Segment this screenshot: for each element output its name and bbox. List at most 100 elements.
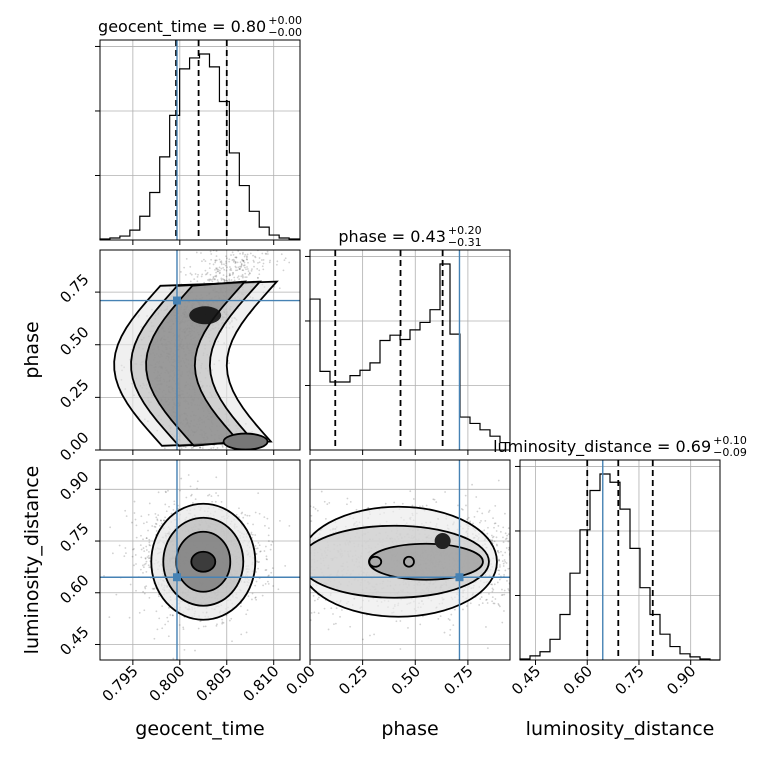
sample-point: [213, 444, 216, 447]
sample-point: [131, 555, 134, 558]
sample-point: [192, 446, 194, 449]
x-tick-label-geocent_time: 0.810: [239, 662, 282, 705]
sample-point: [250, 533, 253, 535]
sample-point: [135, 536, 138, 539]
sample-point: [205, 272, 208, 275]
sample-point: [496, 544, 498, 547]
sample-point: [467, 516, 470, 519]
sample-point: [265, 568, 268, 571]
sample-point: [142, 566, 145, 569]
sample-point: [237, 275, 240, 278]
sample-point: [124, 547, 127, 549]
sample-point: [493, 602, 496, 605]
sample-point: [248, 514, 251, 517]
sample-point: [151, 587, 154, 590]
sample-point: [215, 492, 217, 494]
sample-point: [145, 560, 148, 563]
sample-point: [230, 254, 232, 256]
sample-point: [225, 262, 227, 265]
sample-point: [270, 571, 273, 574]
sample-point: [264, 569, 267, 572]
sample-point: [449, 634, 451, 636]
density-contour: [222, 432, 269, 450]
sample-point: [247, 261, 249, 264]
density-contour: [368, 542, 484, 581]
sample-point: [220, 263, 223, 266]
title-geocent_time: geocent_time = 0.80 +0.00−0.00: [98, 14, 302, 39]
sample-point: [326, 503, 329, 506]
sample-point: [168, 505, 170, 508]
sample-point: [503, 589, 506, 592]
sample-point: [341, 609, 343, 611]
sample-point: [254, 511, 257, 514]
sample-point: [140, 556, 143, 559]
sample-point: [272, 585, 275, 587]
sample-point: [499, 564, 501, 566]
sample-point: [149, 544, 152, 547]
sample-point: [225, 269, 228, 272]
sample-point: [411, 504, 414, 507]
sample-point: [213, 278, 216, 280]
sample-point: [218, 272, 221, 275]
sample-point: [222, 274, 225, 277]
sample-point: [497, 525, 500, 527]
sample-point: [310, 612, 313, 614]
density-layer: [103, 474, 291, 660]
sample-point: [435, 501, 438, 503]
sample-point: [151, 525, 154, 527]
sample-point: [134, 518, 137, 521]
sample-point: [215, 275, 218, 278]
sample-point: [349, 500, 352, 503]
sample-point: [267, 527, 270, 530]
sample-point: [165, 491, 167, 494]
sample-point: [498, 578, 501, 581]
sample-point: [223, 268, 226, 271]
sample-point: [246, 266, 248, 268]
title-lower-error: −0.31: [448, 236, 482, 249]
x-tick-label-luminosity_distance: 0.45: [508, 662, 544, 698]
sample-point: [265, 555, 268, 558]
sample-point: [264, 582, 267, 585]
sample-point: [283, 259, 286, 262]
sample-point: [222, 267, 225, 269]
hist-bars-geocent_time: [99, 53, 300, 240]
sample-point: [215, 259, 218, 262]
sample-point: [268, 574, 270, 577]
sample-point: [144, 587, 147, 590]
sample-point: [225, 260, 227, 263]
sample-point: [234, 260, 237, 263]
sample-point: [507, 548, 510, 551]
sample-point: [349, 625, 352, 628]
sample-point: [492, 517, 494, 520]
sample-point: [232, 260, 235, 263]
sample-point: [491, 596, 494, 599]
sample-point: [254, 596, 257, 599]
sample-point: [156, 519, 159, 522]
sample-point: [239, 267, 242, 270]
sample-point: [208, 278, 211, 281]
sample-point: [219, 261, 222, 263]
sample-point: [247, 270, 250, 273]
sample-point: [324, 517, 327, 520]
sample-point: [471, 483, 473, 486]
sample-point: [503, 610, 505, 612]
sample-point: [148, 550, 150, 553]
sample-point: [267, 582, 270, 585]
sample-point: [135, 563, 137, 565]
sample-point: [270, 543, 273, 546]
sample-point: [472, 522, 474, 525]
sample-point: [242, 264, 245, 267]
sample-point: [488, 509, 491, 512]
sample-point: [503, 559, 506, 561]
x-tick-label-luminosity_distance: 0.90: [663, 662, 699, 698]
title-phase: phase = 0.43 +0.20−0.31: [338, 224, 481, 249]
sample-point: [167, 489, 169, 492]
sample-point: [473, 515, 476, 518]
sample-point: [265, 253, 268, 255]
sample-point: [495, 536, 498, 539]
sample-point: [228, 272, 231, 275]
sample-point: [239, 605, 242, 608]
sample-point: [251, 592, 254, 595]
sample-point: [264, 524, 266, 527]
